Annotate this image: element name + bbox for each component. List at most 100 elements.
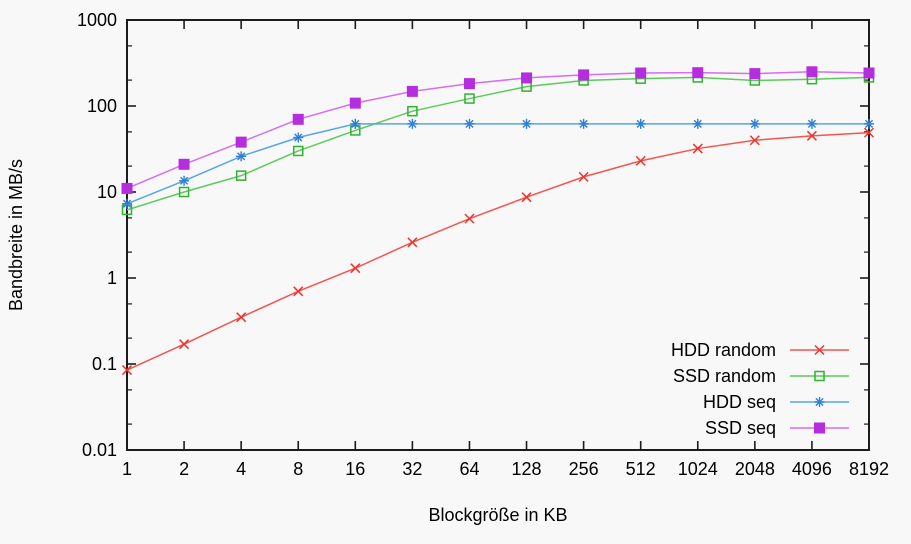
tick (692, 143, 703, 154)
x-tick-label: 4 (236, 459, 246, 479)
asterisk-marker (635, 118, 646, 129)
x-marker (407, 237, 418, 248)
tick (578, 171, 589, 182)
legend-label: SSD random (673, 366, 776, 386)
x-tick-label: 256 (569, 459, 599, 479)
x-marker (806, 130, 817, 141)
square-filled-marker (635, 67, 647, 79)
tick (749, 135, 760, 146)
square-filled-marker (692, 67, 704, 79)
tick (351, 119, 360, 128)
x-marker (350, 263, 361, 274)
tick (521, 192, 532, 203)
tick (863, 127, 875, 138)
x-marker (121, 365, 133, 376)
tick (122, 199, 132, 208)
square-filled-marker (121, 182, 133, 194)
tick (350, 263, 361, 274)
tick (237, 152, 246, 161)
tick (121, 365, 133, 376)
x-tick-label: 1 (122, 459, 132, 479)
x-tick-label: 512 (626, 459, 656, 479)
tick (407, 237, 418, 248)
x-marker (521, 192, 532, 203)
asterisk-marker (407, 118, 418, 129)
tick (814, 344, 825, 356)
legend-item-ssd-random (790, 370, 849, 382)
tick (464, 213, 475, 224)
x-marker (293, 286, 304, 297)
y-axis-label: Bandbreite in MB/s (6, 159, 26, 311)
x-marker (863, 127, 875, 138)
square-filled-marker (406, 85, 418, 97)
plot-border (126, 19, 870, 451)
tick (236, 312, 247, 323)
square-filled-marker (178, 158, 190, 170)
x-tick-label: 16 (345, 459, 365, 479)
tick (408, 119, 417, 128)
square-open-marker (292, 145, 304, 157)
square-open-marker (235, 170, 247, 181)
asterisk-marker (749, 118, 760, 129)
y-tick-label: 0.01 (82, 440, 117, 460)
asterisk-marker (521, 118, 532, 129)
asterisk-marker (806, 118, 817, 129)
tick (750, 119, 759, 128)
x-marker (692, 143, 703, 154)
y-tick-label: 10 (97, 182, 117, 202)
asterisk-marker (179, 175, 190, 186)
asterisk-marker (293, 132, 304, 143)
series-ssd-seq (121, 66, 875, 194)
y-tick-label: 1000 (77, 10, 117, 30)
series-ssd-random (121, 72, 875, 216)
square-filled-marker (806, 66, 818, 78)
tick (815, 397, 824, 407)
asterisk-marker (350, 118, 361, 129)
x-tick-label: 2 (179, 459, 189, 479)
x-tick-label: 8 (293, 459, 303, 479)
asterisk-marker (692, 118, 703, 129)
tick (807, 119, 817, 128)
tick (693, 119, 702, 128)
tick (179, 339, 190, 350)
x-marker (464, 213, 475, 224)
x-tick-label: 1024 (678, 459, 718, 479)
square-filled-marker (749, 68, 761, 80)
legend-label: HDD seq (703, 392, 776, 412)
x-marker (578, 171, 589, 182)
square-open-marker (464, 93, 475, 104)
asterisk-marker (122, 198, 132, 209)
asterisk-marker (236, 151, 247, 162)
x-marker (236, 312, 247, 323)
square-filled-marker (863, 67, 875, 79)
x-tick-label: 4096 (792, 459, 832, 479)
x-marker (635, 155, 646, 166)
square-filled-marker (578, 69, 590, 81)
tick (635, 155, 646, 166)
series-line-hdd-random (126, 131, 870, 371)
tick (864, 119, 874, 128)
tick (465, 119, 474, 128)
square-open-marker (814, 370, 825, 382)
series-hdd-seq (122, 118, 874, 209)
legend-item-hdd-seq (790, 397, 849, 407)
asterisk-marker (464, 118, 475, 129)
x-tick-label: 8192 (849, 459, 889, 479)
legend-label: SSD seq (705, 418, 776, 438)
tick (293, 286, 304, 297)
legend-item-ssd-seq (790, 422, 849, 434)
square-filled-marker (463, 78, 475, 90)
x-marker (814, 344, 825, 356)
x-marker (179, 339, 190, 350)
square-open-marker (178, 186, 190, 198)
y-tick-label: 0.1 (92, 354, 117, 374)
square-open-marker (407, 105, 418, 117)
asterisk-marker (578, 118, 589, 129)
square-filled-marker (521, 72, 533, 84)
asterisk-marker (814, 397, 825, 407)
series-line-hdd-seq (126, 123, 869, 205)
tick (179, 176, 189, 185)
x-marker (749, 135, 760, 146)
